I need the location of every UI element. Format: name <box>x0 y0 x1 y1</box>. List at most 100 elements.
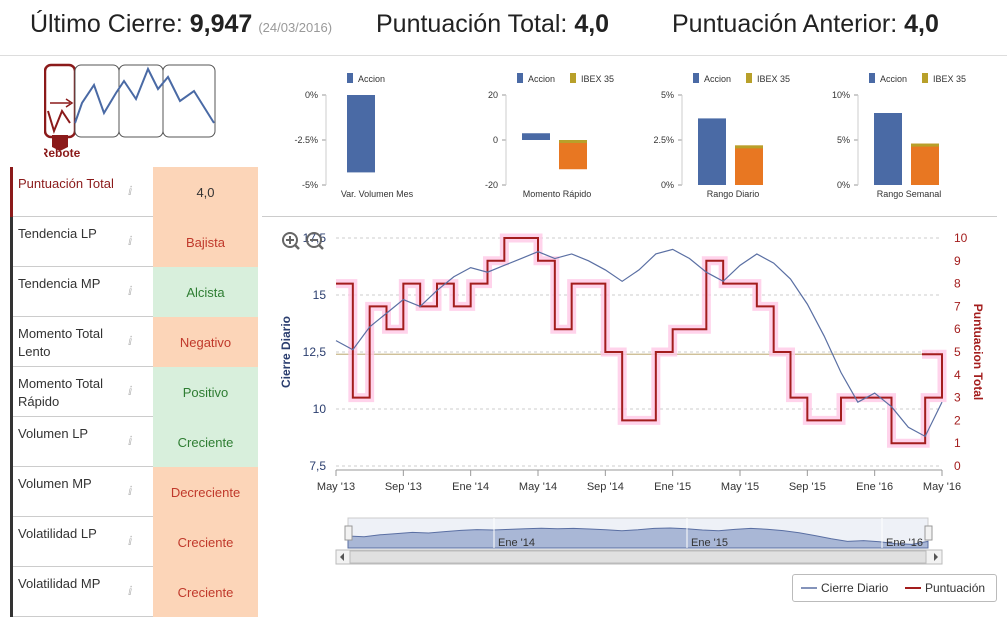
indicator-value: Negativo <box>153 317 258 367</box>
indicator-row[interactable]: Momento Total Rápido ⅈ Positivo <box>10 367 258 417</box>
y2-tick-label: 9 <box>954 254 961 268</box>
info-icon[interactable]: ⅈ <box>128 434 133 448</box>
tick-label: 0% <box>305 90 318 100</box>
bar[interactable] <box>874 113 902 185</box>
indicator-table: Puntuación Total ⅈ 4,0 Tendencia LP ⅈ Bajista… <box>10 167 258 617</box>
x-tick-label: Ene '15 <box>654 481 691 493</box>
tick-label: 2.5% <box>653 135 674 145</box>
category-label: Rango Diario <box>707 189 760 199</box>
legend-accion-label: Accion <box>358 74 385 84</box>
navigator-label: Ene '16 <box>886 537 923 549</box>
indicator-row[interactable]: Volatilidad LP ⅈ Creciente <box>10 517 258 567</box>
legend-score-label[interactable]: Puntuación <box>925 581 986 595</box>
legend-accion-label: Accion <box>528 74 555 84</box>
mini-bar-chart[interactable]: Accion IBEX 35 5% 2.5% 0% Rango Diario <box>628 57 798 217</box>
x-tick-label: Sep '14 <box>587 481 624 493</box>
info-icon[interactable]: ⅈ <box>128 484 133 498</box>
zoom-out-icon[interactable] <box>306 232 324 250</box>
y2-tick-label: 6 <box>954 322 961 336</box>
indicator-row[interactable]: Tendencia LP ⅈ Bajista <box>10 217 258 267</box>
tick-label: -20 <box>485 180 498 190</box>
indicator-label: Tendencia LP <box>10 217 130 267</box>
total-score-value: 4,0 <box>574 10 610 38</box>
x-tick-label: Ene '14 <box>452 481 489 493</box>
legend-accion-swatch <box>693 73 699 83</box>
bar[interactable] <box>347 95 375 173</box>
y2-tick-label: 5 <box>954 345 961 359</box>
tick-label: 0 <box>493 135 498 145</box>
legend-ibex-label: IBEX 35 <box>581 74 614 84</box>
pattern-rebote-icon[interactable] <box>44 63 77 151</box>
mini-bar-chart[interactable]: Accion IBEX 35 10% 5% 0% Rango Semanal <box>804 57 974 217</box>
y2-tick-label: 4 <box>954 368 961 382</box>
legend-close-label[interactable]: Cierre Diario <box>821 581 889 595</box>
x-tick-label: May '15 <box>721 481 759 493</box>
indicator-label: Momento Total Lento <box>10 317 130 367</box>
legend-accion-label: Accion <box>704 74 731 84</box>
tick-label: 5% <box>837 135 850 145</box>
zoom-in-icon[interactable] <box>282 232 300 250</box>
indicator-value: Bajista <box>153 217 258 267</box>
y2-tick-label: 2 <box>954 413 961 427</box>
pattern-label: Rebote <box>44 146 81 159</box>
legend-ibex-swatch <box>570 73 576 83</box>
last-close: Último Cierre: 9,947 (24/03/2016) <box>30 10 333 38</box>
score-series-line[interactable] <box>336 237 943 445</box>
legend-ibex-swatch <box>746 73 752 83</box>
category-label: Rango Semanal <box>877 189 942 199</box>
bar[interactable] <box>735 145 763 185</box>
pattern-thumbnails-icon[interactable] <box>74 64 216 138</box>
score-highlight <box>336 233 947 448</box>
navigator-label: Ene '15 <box>691 537 728 549</box>
bar[interactable] <box>559 140 587 170</box>
indicator-row[interactable]: Volumen MP ⅈ Decreciente <box>10 467 258 517</box>
summary-header: Último Cierre: 9,947 (24/03/2016) Puntuac… <box>0 0 1007 56</box>
y2-axis-label: Puntuacion Total <box>971 304 985 400</box>
info-icon[interactable]: ⅈ <box>128 534 133 548</box>
x-tick-label: Sep '13 <box>385 481 422 493</box>
info-icon[interactable]: ⅈ <box>128 284 133 298</box>
tick-label: -2.5% <box>294 135 318 145</box>
legend-accion-label: Accion <box>880 74 907 84</box>
tick-label: 5% <box>661 90 674 100</box>
indicator-label: Puntuación Total <box>10 167 130 217</box>
y2-tick-label: 3 <box>954 391 961 405</box>
indicator-value: Decreciente <box>153 467 258 517</box>
x-tick-label: Sep '15 <box>789 481 826 493</box>
tick-label: 0% <box>661 180 674 190</box>
navigator-label: Ene '14 <box>498 537 535 549</box>
indicator-row[interactable]: Momento Total Lento ⅈ Negativo <box>10 317 258 367</box>
y-tick-label: 12,5 <box>303 345 327 359</box>
info-icon[interactable]: ⅈ <box>128 234 133 248</box>
mini-bar-chart[interactable]: Accion IBEX 35 20 0 -20 Momento Rápido <box>452 57 622 217</box>
pattern-selector[interactable]: Rebote <box>44 63 218 159</box>
total-score: Puntuación Total: 4,0 <box>376 10 610 38</box>
indicator-label: Tendencia MP <box>10 267 130 317</box>
bar[interactable] <box>911 143 939 185</box>
tick-label: -5% <box>302 180 318 190</box>
indicator-row[interactable]: Tendencia MP ⅈ Alcista <box>10 267 258 317</box>
info-icon[interactable]: ⅈ <box>128 184 133 198</box>
y-axis-label: Cierre Diario <box>279 316 293 388</box>
indicator-value: Creciente <box>153 567 258 617</box>
y2-tick-label: 8 <box>954 277 961 291</box>
tick-label: 20 <box>488 90 498 100</box>
info-icon[interactable]: ⅈ <box>128 584 133 598</box>
navigator-scrollbar[interactable] <box>335 549 943 565</box>
category-label: Var. Volumen Mes <box>341 189 414 199</box>
legend-ibex-swatch <box>922 73 928 83</box>
bar[interactable] <box>698 118 726 185</box>
range-navigator[interactable] <box>344 517 933 549</box>
x-tick-label: May '13 <box>317 481 355 493</box>
info-icon[interactable]: ⅈ <box>128 334 133 348</box>
indicator-row[interactable]: Puntuación Total ⅈ 4,0 <box>10 167 258 217</box>
indicator-row[interactable]: Volumen LP ⅈ Creciente <box>10 417 258 467</box>
bar[interactable] <box>522 133 550 140</box>
close-series-line[interactable] <box>335 248 943 438</box>
indicator-label: Volumen LP <box>10 417 130 467</box>
mini-bar-chart[interactable]: Accion 0% -2.5% -5% Var. Volumen Mes <box>272 57 442 217</box>
info-icon[interactable]: ⅈ <box>128 384 133 398</box>
tick-label: 10% <box>832 90 850 100</box>
y2-tick-label: 7 <box>954 299 961 313</box>
